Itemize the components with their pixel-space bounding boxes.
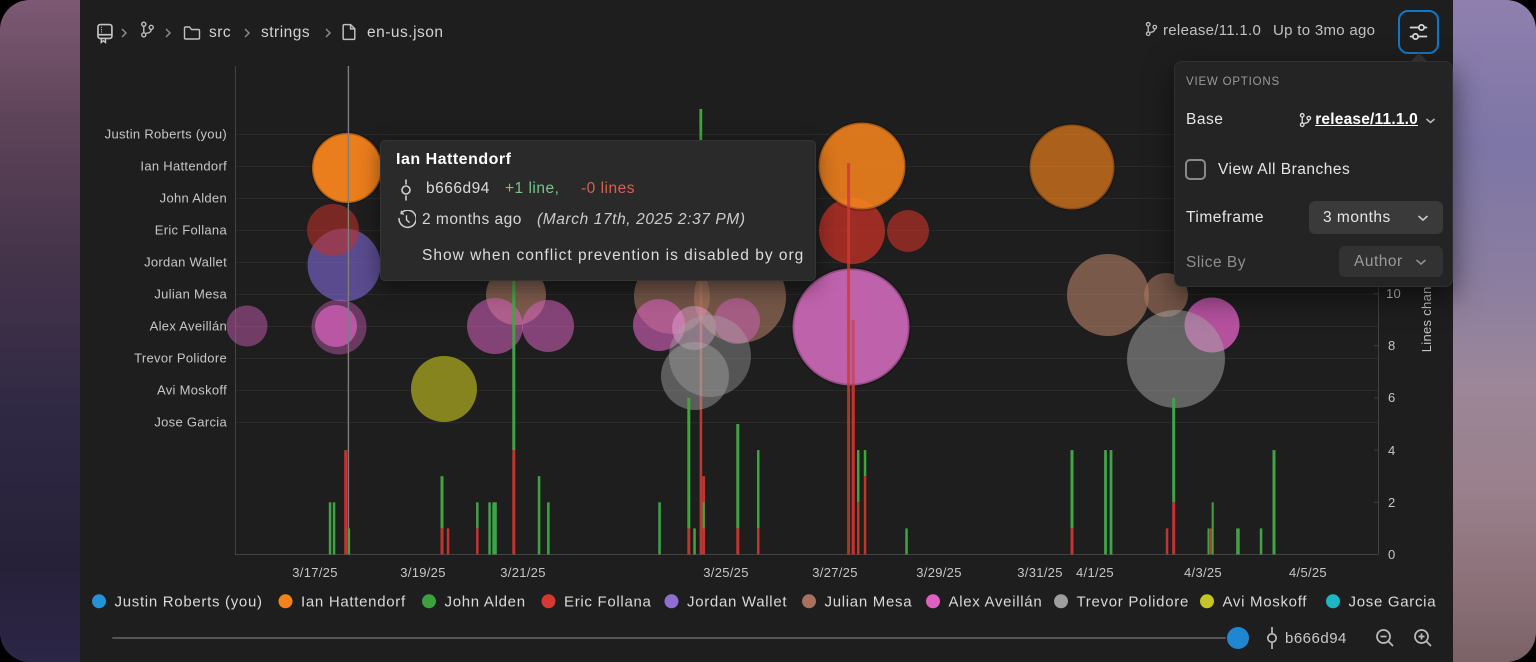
svg-text:Trevor Polidore: Trevor Polidore: [1077, 594, 1189, 611]
svg-text:3/17/25: 3/17/25: [292, 565, 337, 580]
svg-text:John Alden: John Alden: [445, 594, 526, 611]
svg-text:4: 4: [1388, 443, 1396, 458]
svg-text:3/21/25: 3/21/25: [500, 565, 545, 580]
svg-text:3/31/25: 3/31/25: [1017, 565, 1062, 580]
svg-text:Julian Mesa: Julian Mesa: [154, 287, 227, 302]
svg-text:4/3/25: 4/3/25: [1184, 565, 1222, 580]
svg-text:3/19/25: 3/19/25: [400, 565, 445, 580]
svg-text:Jordan Wallet: Jordan Wallet: [687, 594, 787, 611]
svg-text:0: 0: [1388, 547, 1396, 562]
svg-text:2: 2: [1388, 495, 1396, 510]
svg-text:Avi Moskoff: Avi Moskoff: [157, 383, 227, 398]
svg-text:4/1/25: 4/1/25: [1076, 565, 1114, 580]
svg-text:Alex Aveillán: Alex Aveillán: [949, 594, 1043, 611]
svg-text:John Alden: John Alden: [160, 191, 227, 206]
svg-text:8: 8: [1388, 338, 1396, 353]
svg-text:Alex Aveillán: Alex Aveillán: [150, 319, 227, 334]
svg-text:Ian Hattendorf: Ian Hattendorf: [140, 159, 227, 174]
svg-text:Jordan Wallet: Jordan Wallet: [144, 255, 227, 270]
svg-text:Eric Follana: Eric Follana: [155, 223, 228, 238]
svg-text:Justin Roberts (you): Justin Roberts (you): [105, 127, 227, 142]
svg-text:Julian Mesa: Julian Mesa: [825, 594, 913, 611]
svg-text:Ian Hattendorf: Ian Hattendorf: [301, 594, 406, 611]
svg-text:Justin Roberts (you): Justin Roberts (you): [115, 594, 263, 611]
svg-text:Avi Moskoff: Avi Moskoff: [1223, 594, 1308, 611]
svg-text:10: 10: [1386, 286, 1401, 301]
svg-text:Jose Garcia: Jose Garcia: [1349, 594, 1437, 611]
svg-text:3/27/25: 3/27/25: [812, 565, 857, 580]
svg-text:Trevor Polidore: Trevor Polidore: [134, 351, 227, 366]
svg-text:6: 6: [1388, 390, 1396, 405]
svg-text:3/29/25: 3/29/25: [916, 565, 961, 580]
svg-text:4/5/25: 4/5/25: [1289, 565, 1327, 580]
svg-text:3/25/25: 3/25/25: [703, 565, 748, 580]
svg-text:Jose Garcia: Jose Garcia: [154, 415, 227, 430]
svg-text:Eric Follana: Eric Follana: [564, 594, 652, 611]
